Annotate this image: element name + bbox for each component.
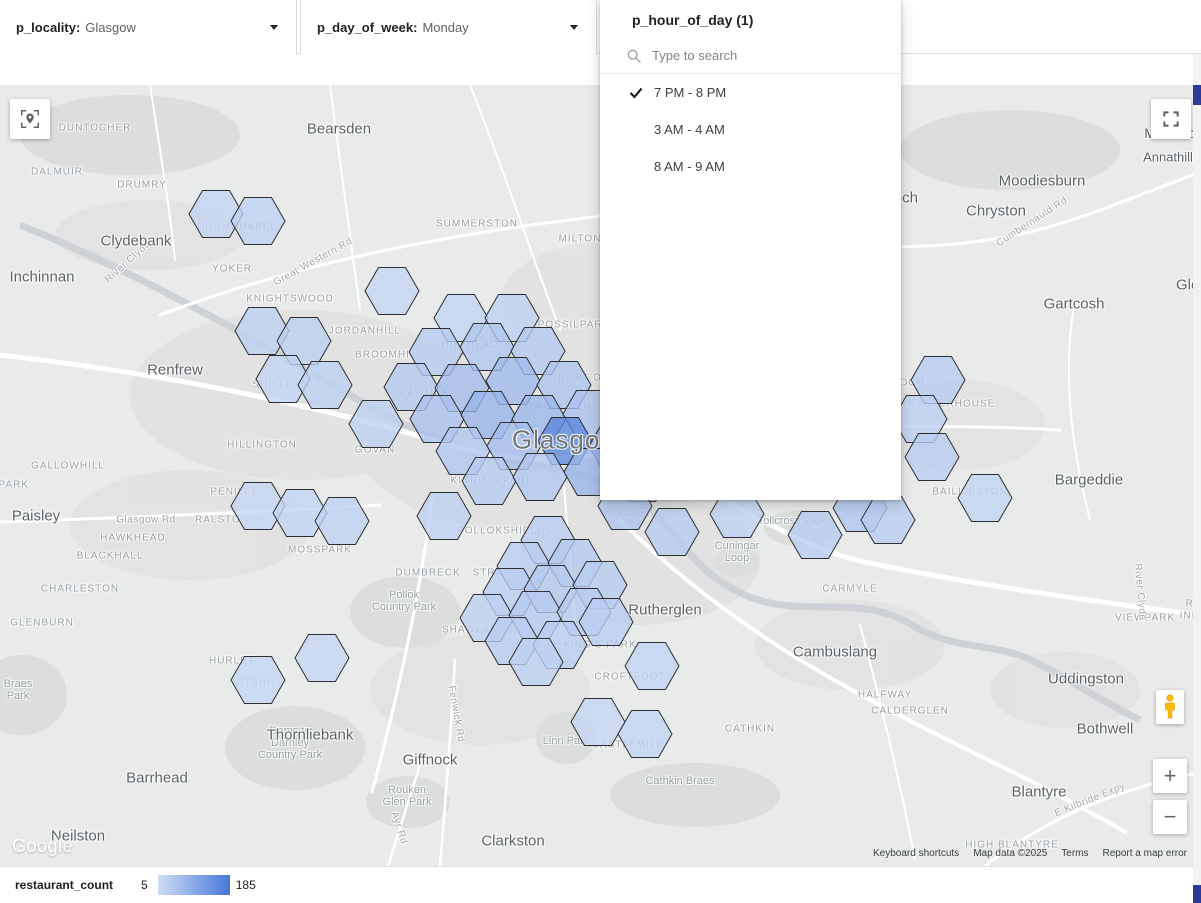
scrollbar[interactable] — [1193, 54, 1201, 903]
chevron-down-icon — [270, 25, 278, 30]
minus-icon: − — [1163, 804, 1177, 829]
google-logo: Google — [12, 836, 74, 856]
hour-of-day-dropdown-panel: p_hour_of_day (1) 7 PM - 8 PM 3 AM - 4 A… — [600, 0, 901, 500]
map-data-text: Map data ©2025 — [973, 848, 1048, 859]
location-pin-icon — [21, 110, 39, 128]
filter-day-label: p_day_of_week: — [317, 19, 418, 35]
option-8am-9am[interactable]: 8 AM - 9 AM — [600, 148, 901, 185]
pegman-icon — [1165, 694, 1175, 719]
pegman-button[interactable] — [1156, 690, 1184, 724]
report-map-error-link[interactable]: Report a map error — [1102, 848, 1187, 859]
option-7pm-8pm[interactable]: 7 PM - 8 PM — [600, 74, 901, 111]
filter-locality-value: Glasgow — [85, 19, 136, 35]
filter-locality[interactable]: p_locality: Glasgow — [0, 0, 297, 54]
filter-day-value: Monday — [422, 19, 469, 35]
option-label: 3 AM - 4 AM — [654, 122, 725, 137]
scrollbar-thumb[interactable] — [1193, 885, 1201, 903]
search-icon — [627, 49, 641, 63]
park-areas — [0, 95, 1120, 828]
option-label: 7 PM - 8 PM — [654, 85, 727, 100]
filter-locality-label: p_locality: — [16, 19, 81, 35]
recenter-button[interactable] — [10, 99, 50, 139]
keyboard-shortcuts-link[interactable]: Keyboard shortcuts — [873, 848, 960, 859]
dropdown-title: p_hour_of_day (1) — [632, 12, 754, 28]
fullscreen-button[interactable] — [1151, 99, 1191, 139]
check-icon — [629, 87, 643, 98]
legend-bar: restaurant_count 5 185 — [0, 866, 1201, 903]
filter-day-of-week[interactable]: p_day_of_week: Monday — [300, 0, 597, 54]
scrollbar-thumb[interactable] — [1193, 85, 1201, 105]
chevron-down-icon — [570, 25, 578, 30]
legend-min-value: 5 — [141, 878, 148, 892]
search-input[interactable] — [652, 48, 889, 63]
terms-link[interactable]: Terms — [1061, 848, 1089, 859]
plus-icon: + — [1163, 763, 1177, 788]
map-attribution: Keyboard shortcuts Map data ©2025 Terms … — [873, 848, 1187, 859]
legend-title: restaurant_count — [15, 878, 114, 892]
option-label: 8 AM - 9 AM — [654, 159, 725, 174]
legend-max-value: 185 — [235, 878, 256, 892]
zoom-in-button[interactable]: + — [1153, 759, 1187, 793]
option-3am-4am[interactable]: 3 AM - 4 AM — [600, 111, 901, 148]
fullscreen-icon — [1163, 111, 1179, 127]
legend-gradient — [157, 875, 230, 895]
zoom-out-button[interactable]: − — [1153, 800, 1187, 834]
